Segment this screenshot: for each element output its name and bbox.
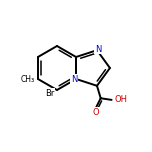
Text: CH₃: CH₃ [21,74,35,83]
Text: N: N [95,45,101,54]
Text: OH: OH [115,95,128,104]
Text: O: O [92,108,99,117]
Text: N: N [71,74,77,83]
Text: Br: Br [45,88,54,97]
